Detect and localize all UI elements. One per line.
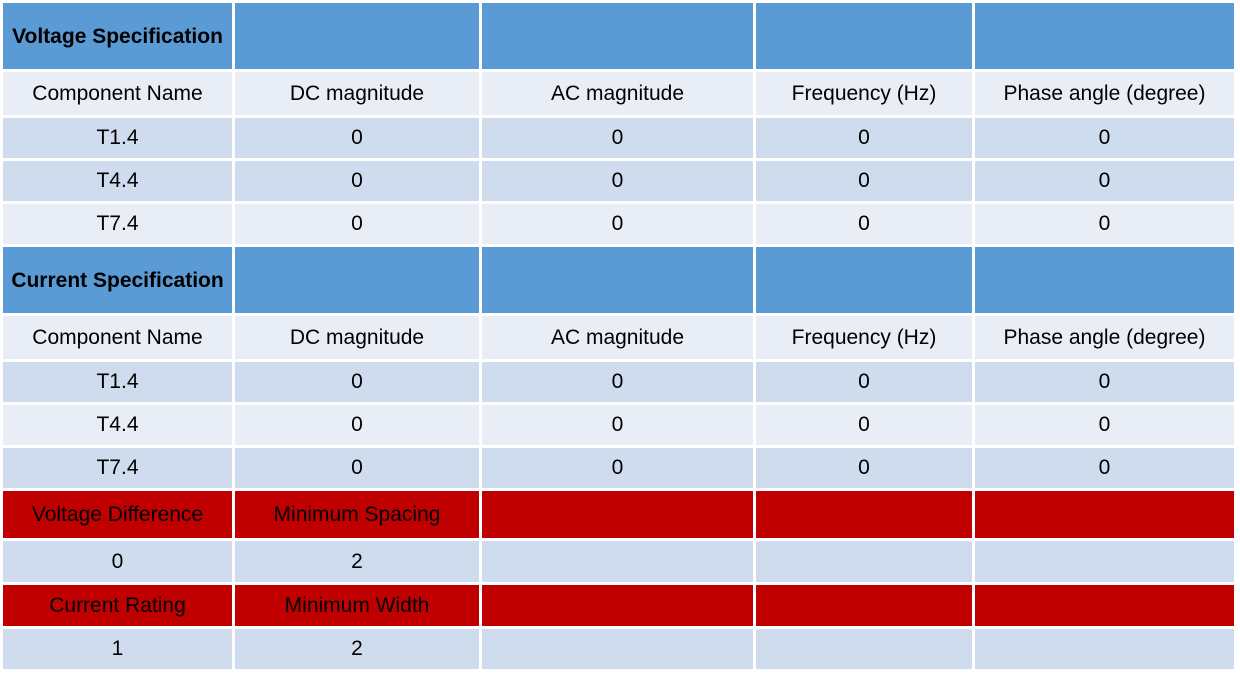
cell-phase-angle: 0 xyxy=(975,448,1234,488)
cell-ac-magnitude: 0 xyxy=(482,161,753,201)
cell-frequency: 0 xyxy=(756,362,972,402)
cell-phase-angle: 0 xyxy=(975,118,1234,158)
cell-frequency: 0 xyxy=(756,204,972,244)
table-row: T7.4 0 0 0 0 xyxy=(3,448,1234,488)
cell-current-rating: 1 xyxy=(3,629,232,669)
column-header-minimum-width: Minimum Width xyxy=(235,585,479,626)
empty-cell xyxy=(482,541,753,582)
column-header-phase-angle: Phase angle (degree) xyxy=(975,316,1234,359)
column-header-phase-angle: Phase angle (degree) xyxy=(975,72,1234,115)
table-row: T7.4 0 0 0 0 xyxy=(3,204,1234,244)
empty-cell xyxy=(975,3,1234,69)
empty-cell xyxy=(756,629,972,669)
cell-minimum-spacing: 2 xyxy=(235,541,479,582)
cell-dc-magnitude: 0 xyxy=(235,405,479,445)
spacing-rule-row: 0 2 xyxy=(3,541,1234,582)
cell-frequency: 0 xyxy=(756,118,972,158)
cell-ac-magnitude: 0 xyxy=(482,405,753,445)
table-row: T1.4 0 0 0 0 xyxy=(3,362,1234,402)
voltage-section-title: Voltage Specification xyxy=(3,3,232,69)
cell-frequency: 0 xyxy=(756,405,972,445)
column-header-minimum-spacing: Minimum Spacing xyxy=(235,491,479,538)
empty-cell xyxy=(482,629,753,669)
cell-voltage-difference: 0 xyxy=(3,541,232,582)
empty-cell xyxy=(756,491,972,538)
voltage-section-header: Voltage Specification xyxy=(3,3,1234,69)
empty-cell xyxy=(756,247,972,313)
empty-cell xyxy=(756,585,972,626)
column-header-dc-magnitude: DC magnitude xyxy=(235,72,479,115)
current-section-header: Current Specification xyxy=(3,247,1234,313)
cell-phase-angle: 0 xyxy=(975,204,1234,244)
cell-minimum-width: 2 xyxy=(235,629,479,669)
cell-dc-magnitude: 0 xyxy=(235,448,479,488)
empty-cell xyxy=(482,3,753,69)
empty-cell xyxy=(975,629,1234,669)
current-section-title: Current Specification xyxy=(3,247,232,313)
column-header-voltage-difference: Voltage Difference xyxy=(3,491,232,538)
cell-frequency: 0 xyxy=(756,161,972,201)
column-header-ac-magnitude: AC magnitude xyxy=(482,316,753,359)
empty-cell xyxy=(482,491,753,538)
empty-cell xyxy=(235,3,479,69)
current-column-headers: Component Name DC magnitude AC magnitude… xyxy=(3,316,1234,359)
cell-frequency: 0 xyxy=(756,448,972,488)
column-header-frequency: Frequency (Hz) xyxy=(756,316,972,359)
empty-cell xyxy=(975,585,1234,626)
cell-dc-magnitude: 0 xyxy=(235,161,479,201)
cell-dc-magnitude: 0 xyxy=(235,204,479,244)
empty-cell xyxy=(975,541,1234,582)
empty-cell xyxy=(975,247,1234,313)
table-row: T4.4 0 0 0 0 xyxy=(3,405,1234,445)
column-header-current-rating: Current Rating xyxy=(3,585,232,626)
column-header-ac-magnitude: AC magnitude xyxy=(482,72,753,115)
cell-component-name: T1.4 xyxy=(3,362,232,402)
column-header-component-name: Component Name xyxy=(3,316,232,359)
column-header-frequency: Frequency (Hz) xyxy=(756,72,972,115)
cell-ac-magnitude: 0 xyxy=(482,362,753,402)
table-row: T1.4 0 0 0 0 xyxy=(3,118,1234,158)
cell-ac-magnitude: 0 xyxy=(482,448,753,488)
column-header-component-name: Component Name xyxy=(3,72,232,115)
empty-cell xyxy=(756,541,972,582)
cell-component-name: T4.4 xyxy=(3,161,232,201)
table-row: T4.4 0 0 0 0 xyxy=(3,161,1234,201)
voltage-column-headers: Component Name DC magnitude AC magnitude… xyxy=(3,72,1234,115)
empty-cell xyxy=(756,3,972,69)
cell-phase-angle: 0 xyxy=(975,405,1234,445)
empty-cell xyxy=(482,585,753,626)
empty-cell xyxy=(975,491,1234,538)
cell-component-name: T1.4 xyxy=(3,118,232,158)
empty-cell xyxy=(235,247,479,313)
empty-cell xyxy=(482,247,753,313)
cell-component-name: T7.4 xyxy=(3,448,232,488)
column-header-dc-magnitude: DC magnitude xyxy=(235,316,479,359)
cell-component-name: T7.4 xyxy=(3,204,232,244)
cell-dc-magnitude: 0 xyxy=(235,362,479,402)
cell-component-name: T4.4 xyxy=(3,405,232,445)
width-rule-header: Current Rating Minimum Width xyxy=(3,585,1234,626)
cell-phase-angle: 0 xyxy=(975,362,1234,402)
cell-ac-magnitude: 0 xyxy=(482,118,753,158)
cell-dc-magnitude: 0 xyxy=(235,118,479,158)
width-rule-row: 1 2 xyxy=(3,629,1234,669)
cell-ac-magnitude: 0 xyxy=(482,204,753,244)
spacing-rule-header: Voltage Difference Minimum Spacing xyxy=(3,491,1234,538)
cell-phase-angle: 0 xyxy=(975,161,1234,201)
